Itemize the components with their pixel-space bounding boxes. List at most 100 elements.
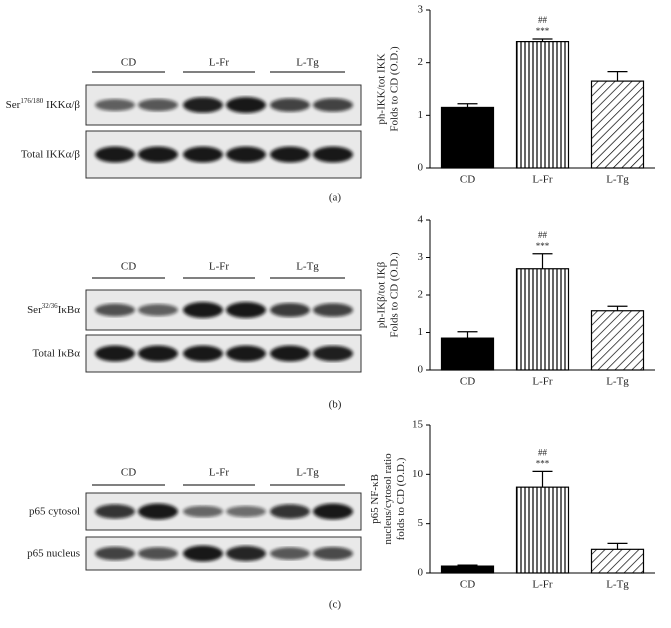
error-bar [607,305,628,311]
blot-group-label: L-Fr [209,57,230,69]
error-bar [607,542,628,550]
y-tick-label: 3 [418,4,424,16]
error-bar [607,71,628,82]
blot-band [138,146,178,163]
blot-band [95,146,135,163]
blot-band [313,146,353,163]
x-tick-label: L-Fr [532,579,553,591]
annotation: ## [538,230,548,240]
y-axis-label: ph-IKβ/tot IKβFolds to CD (O.D.) [375,252,400,338]
blot-band [183,545,223,562]
blot-row-label-part: 176/180 [20,97,43,105]
blot-row-label-part: Ser [6,99,21,111]
blot-band [95,99,135,111]
blot-band [226,97,266,113]
panel-label: (c) [329,599,342,611]
blot-row-label: Total IKKα/β [21,148,81,160]
y-axis-label-line: Folds to CD (O.D.) [388,46,400,132]
y-tick-label: 3 [418,251,424,263]
error-bar [532,470,553,488]
blot-group-label: L-Fr [209,467,230,479]
bar [515,40,570,169]
blot-group-label: L-Fr [209,261,230,273]
blot-row-label-part: IκBα [58,304,81,316]
y-tick-label: 2 [418,289,424,301]
annotation: *** [536,241,550,251]
y-tick-label: 0 [418,162,424,174]
y-axis-label-line: p65 NF-κB [369,474,381,524]
blot-row-label: Total IκBα [32,347,80,359]
y-tick-label: 10 [412,468,424,480]
y-tick-label: 0 [418,364,424,376]
blot-band [183,97,223,113]
blot-band [183,302,223,318]
y-axis-label-line: folds to CD (O.D.) [395,457,407,540]
blot-band [183,505,223,518]
blot-band [226,505,266,518]
blot-group-label: L-Tg [296,467,319,479]
x-tick-label: L-Tg [606,376,629,388]
bar [590,310,645,371]
annotation: ## [538,447,548,457]
blot-band [95,345,135,362]
bar [515,486,570,574]
y-axis-label-line: ph-IKβ/tot IKβ [375,261,387,328]
error-bar [457,564,478,567]
blot-row-label-part: p65 nucleus [27,547,80,559]
blot-group-label: L-Tg [296,57,319,69]
blot-row-label: Ser32/36IκBα [27,302,80,316]
x-tick-label: L-Tg [606,579,629,591]
x-tick-label: CD [460,376,475,388]
blot-band [226,545,266,562]
blot-band [95,546,135,561]
y-axis-label-line: nucleus/cytosol ratio [382,453,394,545]
blot-row-label-part: Ser [27,304,42,316]
annotation: *** [536,458,550,468]
blot-row-label-part: IKKα/β [43,99,80,111]
blot-band [138,304,178,316]
y-tick-label: 1 [418,326,424,338]
blot-band [270,303,310,317]
y-tick-label: 0 [418,567,424,579]
panel-label: (a) [329,192,342,204]
blot-band [313,503,353,520]
blot-row-label-part: p65 cytosol [29,505,80,517]
blot-group-label: L-Tg [296,261,319,273]
blot-band [183,146,223,163]
x-tick-label: L-Fr [532,174,553,186]
bar [440,106,495,169]
blot-band [313,303,353,317]
bar [590,80,645,169]
blot-band [226,302,266,318]
bar [440,565,495,574]
bar [440,337,495,371]
blot-row-label: p65 cytosol [29,505,80,517]
blot-band [138,547,178,560]
x-tick-label: CD [460,579,475,591]
blot-band [313,98,353,112]
y-tick-label: 15 [412,419,424,431]
bar [590,548,645,574]
y-tick-label: 4 [418,214,424,226]
error-bar [532,38,553,42]
blot-band [313,546,353,561]
blot-band [270,345,310,362]
blot-band [138,503,178,520]
y-tick-label: 1 [418,109,424,121]
blot-band [138,98,178,112]
x-tick-label: L-Tg [606,174,629,186]
y-tick-label: 5 [418,517,424,529]
x-tick-label: L-Fr [532,376,553,388]
error-bar [457,103,478,108]
y-axis-label: p65 NF-κBnucleus/cytosol ratiofolds to C… [369,453,407,545]
blot-row-label: Ser176/180 IKKα/β [6,97,81,111]
blot-group-label: CD [121,57,136,69]
blot-band [270,146,310,163]
y-axis-label: ph-IKK/tot IKKFolds to CD (O.D.) [375,46,400,132]
x-tick-label: CD [460,174,475,186]
blot-band [226,146,266,163]
y-axis-label-line: ph-IKK/tot IKK [375,53,387,124]
blot-band [270,98,310,112]
annotation: ## [538,15,548,25]
